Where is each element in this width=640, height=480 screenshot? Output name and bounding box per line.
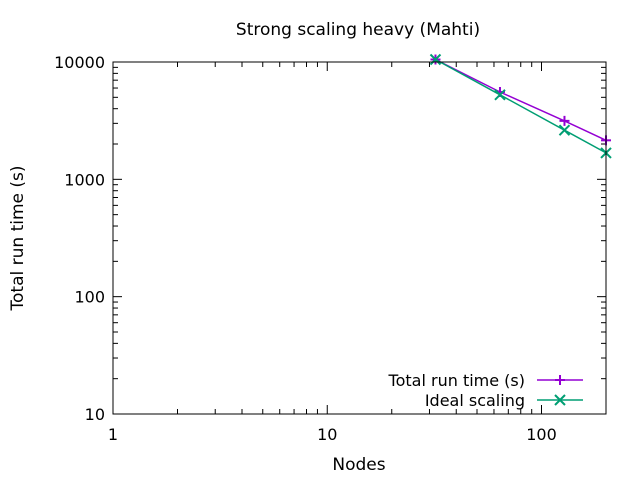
- axis-ticks: [112, 61, 607, 415]
- legend-label: Total run time (s): [388, 371, 525, 390]
- x-tick-label: 100: [526, 425, 557, 444]
- cross-marker: [494, 89, 506, 101]
- data-point: [558, 124, 571, 136]
- x-axis-label: Nodes: [332, 455, 385, 475]
- series-layer: [429, 53, 612, 159]
- y-axis-label: Total run time (s): [8, 166, 28, 312]
- y-tick-label: 10000: [54, 53, 105, 72]
- data-point: [559, 115, 570, 126]
- plot-frame: [112, 61, 607, 415]
- series-line: [435, 58, 607, 141]
- legend-item: Total run time (s): [388, 371, 583, 390]
- legend: Total run time (s)Ideal scaling: [388, 371, 583, 410]
- x-tick-label: 10: [317, 425, 337, 444]
- chart-title: Strong scaling heavy (Mahti): [236, 20, 480, 40]
- cross-marker: [558, 124, 571, 136]
- y-tick-label: 1000: [64, 170, 105, 189]
- data-point: [494, 89, 506, 101]
- cross-marker: [554, 394, 566, 406]
- series-line: [435, 58, 607, 154]
- series-2: [429, 53, 612, 159]
- data-point: [429, 53, 442, 66]
- cross-marker: [429, 53, 442, 66]
- legend-label: Ideal scaling: [425, 391, 525, 410]
- x-tick-label: 1: [108, 425, 118, 444]
- y-tick-label: 100: [74, 288, 105, 307]
- y-tick-label: 10: [85, 405, 105, 424]
- legend-item: Ideal scaling: [425, 391, 583, 410]
